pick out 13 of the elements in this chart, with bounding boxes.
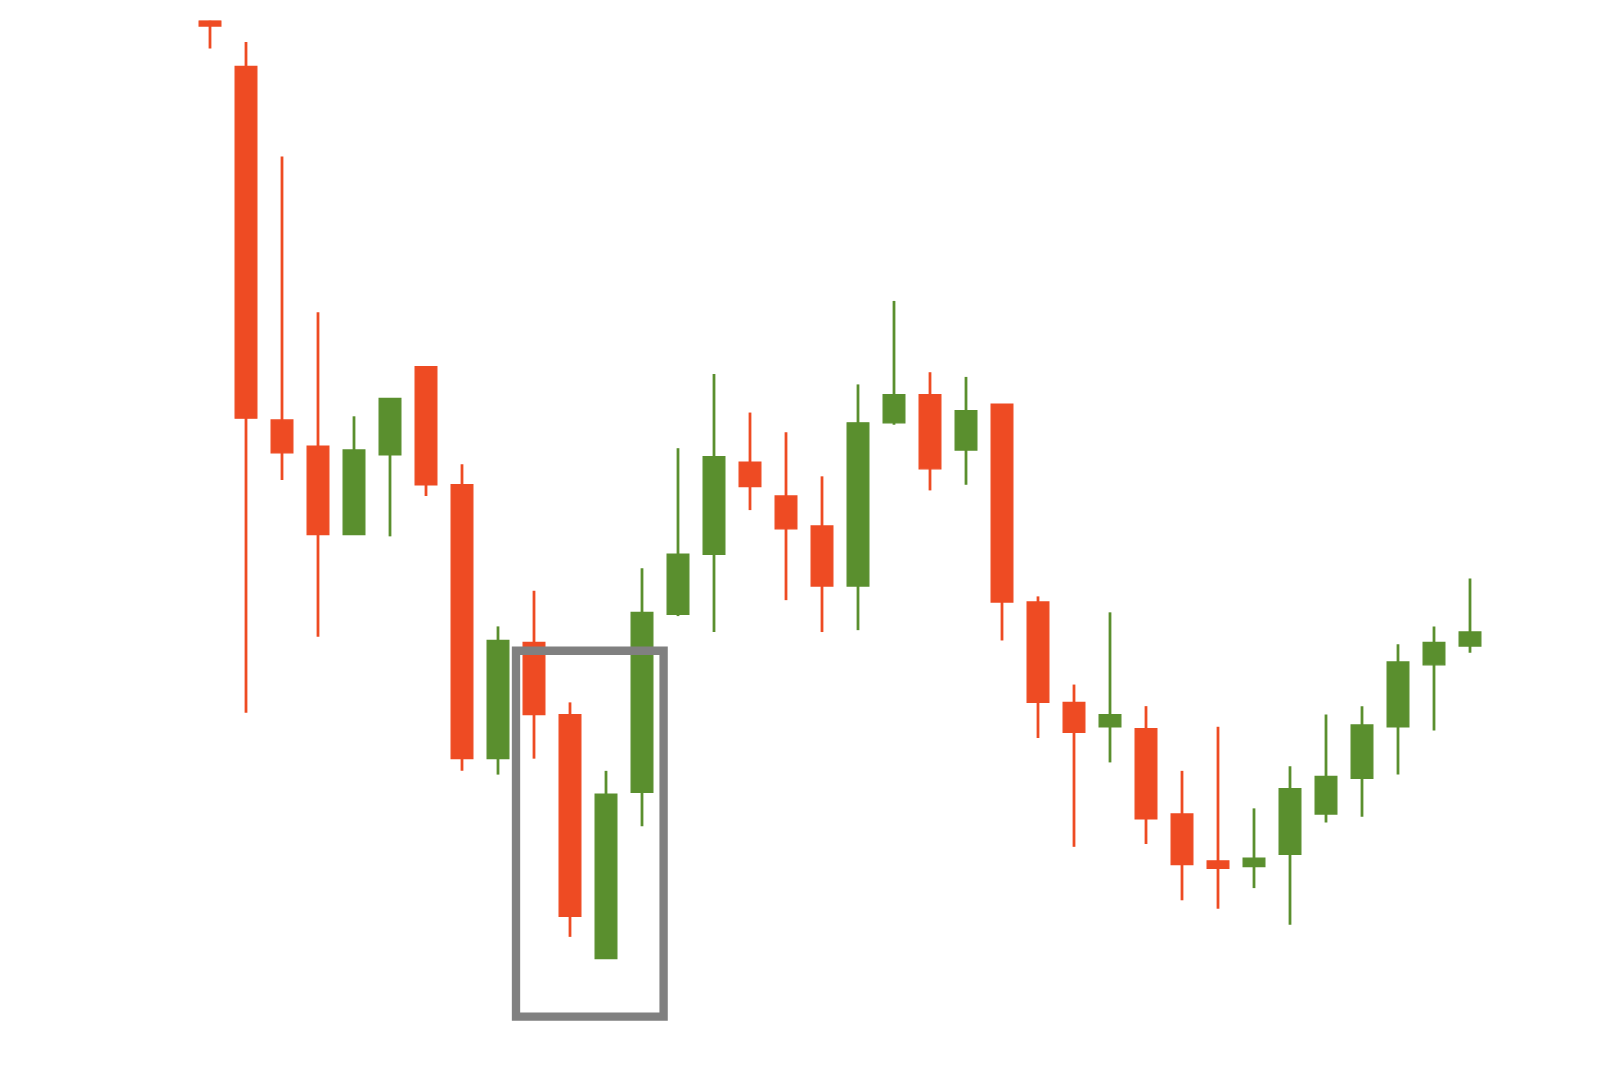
candlestick [774,430,798,602]
candlestick [954,375,978,487]
candlestick [270,155,294,482]
candlestick [1314,713,1338,824]
candlestick [882,299,906,427]
candlestick [1422,625,1446,732]
candlestick [1062,683,1086,849]
candlestick [1206,725,1230,911]
candlestick [738,411,762,512]
candlestick [198,20,222,51]
candlestick [1098,610,1122,764]
candlestick [1458,577,1482,655]
candlestick [1242,806,1266,890]
